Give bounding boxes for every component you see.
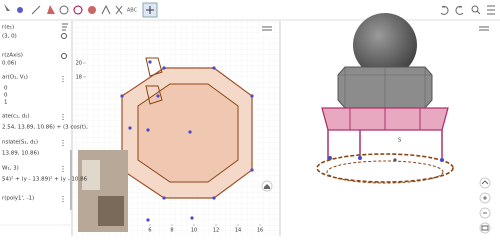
- algebra-item: W₁, 3): [2, 166, 19, 172]
- algebra-item: ar(O₁, V₁): [2, 75, 28, 81]
- algebra-item: 13.89, 10.86): [2, 151, 39, 157]
- x-tick-label: 16: [257, 228, 263, 234]
- tool-icons[interactable]: [4, 2, 158, 18]
- algebra-item: r(zAxis): [2, 53, 23, 59]
- algebra-item: r(poly1', -1): [2, 196, 34, 202]
- x-tick-label: 6: [148, 228, 151, 234]
- x-tick-label: 8: [170, 228, 173, 234]
- algebra-sort-icon[interactable]: [62, 23, 68, 31]
- algebra-item: r(e₁): [2, 25, 14, 31]
- y-tick-label: 18: [76, 75, 82, 81]
- view-buttons[interactable]: [479, 177, 491, 234]
- algebra-menus[interactable]: [61, 33, 67, 203]
- algebra-item: 1: [4, 100, 8, 106]
- text-tool[interactable]: ABC: [127, 8, 138, 14]
- scrollbar[interactable]: [70, 150, 72, 210]
- algebra-item: 0.06): [2, 61, 16, 67]
- x-tick-label: 14: [235, 228, 241, 234]
- algebra-item: 54)² + (y - 13.89)² + (y - 10.86: [2, 176, 88, 183]
- 3d-style-icon: [479, 26, 489, 31]
- axis-labels: 6 8 10 12 14 16 20 18: [76, 61, 264, 234]
- top-right-controls[interactable]: [440, 5, 495, 15]
- algebra-items: r(e₁)(3, 0)r(zAxis)0.06)ar(O₁, V₁)001ate…: [2, 25, 88, 202]
- toolbar: [0, 0, 500, 20]
- graphics-home-button[interactable]: [261, 180, 273, 192]
- algebra-item: ate(c₁, d₁): [2, 114, 30, 120]
- view-button-icons: [481, 180, 489, 231]
- algebra-item: (3, 0): [2, 34, 17, 40]
- 3d-style-button[interactable]: [477, 24, 491, 34]
- algebra-item: 0: [4, 93, 8, 99]
- x-tick-label: 12: [213, 228, 219, 234]
- view-3d[interactable]: [316, 13, 454, 184]
- octagons-2d: [121, 57, 253, 199]
- y-tick-label: 20: [76, 61, 82, 67]
- point-label: S: [398, 138, 401, 144]
- algebra-item: nslate(S₁, d₁): [2, 140, 38, 146]
- thumbnail-detail: [98, 196, 124, 226]
- x-tick-label: 10: [191, 228, 197, 234]
- graphics-style-icon: [262, 26, 272, 31]
- algebra-item: 2.54, 13.89, 10.86) + (3 cos(t),: [2, 125, 88, 131]
- graphics-style-button[interactable]: [260, 24, 274, 34]
- thumbnail-detail: [82, 160, 100, 190]
- algebra-item: 0: [4, 86, 8, 92]
